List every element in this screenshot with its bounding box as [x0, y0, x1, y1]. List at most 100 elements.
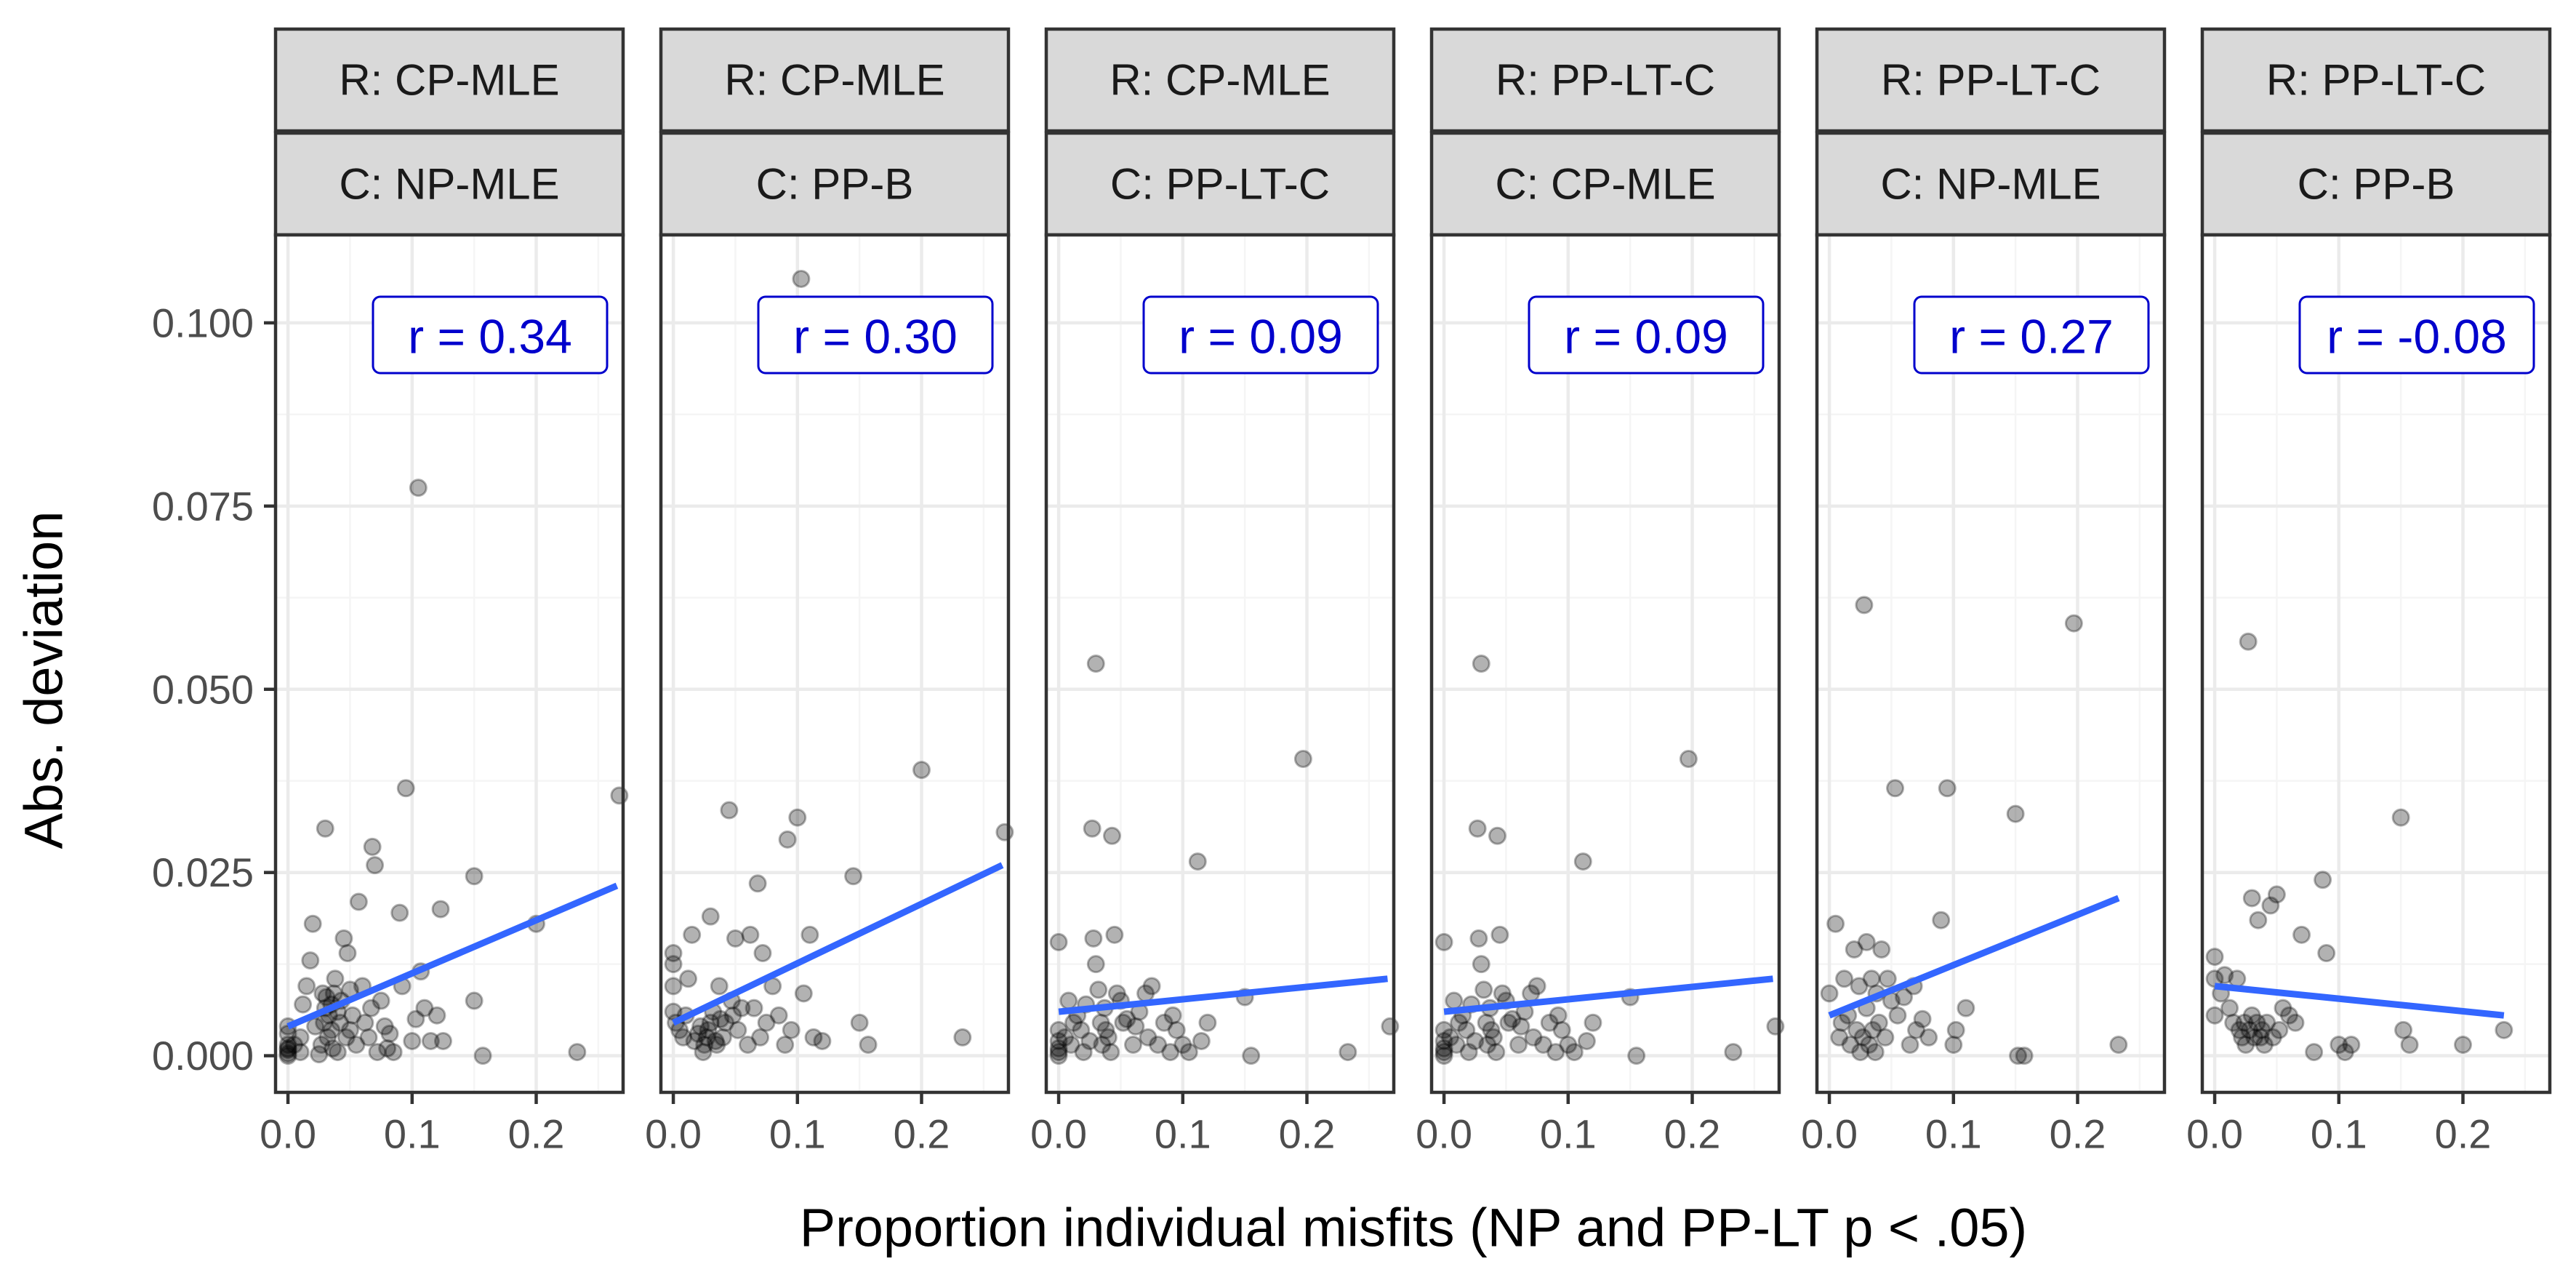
facet-strip-row: R: CP-MLE	[1044, 27, 1396, 133]
data-point	[1459, 1043, 1478, 1062]
data-point	[337, 1028, 356, 1047]
data-point	[2454, 1036, 2472, 1054]
data-point	[1472, 955, 1490, 974]
data-point	[2245, 1028, 2264, 1047]
gridlines	[1046, 235, 1394, 1092]
data-point	[1534, 1036, 1553, 1054]
data-point	[317, 988, 336, 1007]
correlation-label: r = 0.34	[372, 295, 609, 375]
facet-strip-col: C: PP-B	[2200, 131, 2552, 237]
data-point	[1724, 1043, 1743, 1062]
data-point	[340, 1020, 359, 1039]
data-point	[303, 914, 322, 933]
data-point	[278, 1047, 297, 1065]
data-point	[1482, 1020, 1501, 1039]
data-point	[2258, 1013, 2276, 1032]
strip-label: R: CP-MLE	[1110, 56, 1330, 105]
x-tick-label: 0.2	[508, 1111, 565, 1157]
facet-panel: R: PP-LT-C C: NP-MLE r = 0.27 0.0 0.1 0.2	[1801, 27, 2167, 1157]
strip-box	[659, 27, 1011, 133]
data-point	[1876, 1028, 1895, 1047]
data-point	[1126, 1017, 1145, 1036]
data-point	[1488, 826, 1506, 845]
data-point	[1445, 991, 1464, 1010]
data-point	[313, 984, 332, 1003]
data-point	[2205, 948, 2224, 967]
correlation-label-text: r = 0.30	[793, 310, 958, 364]
data-point	[568, 1043, 587, 1062]
data-point	[291, 1028, 310, 1047]
correlation-label: r = -0.08	[2298, 295, 2535, 375]
x-tick-label: 0.1	[1155, 1111, 1211, 1157]
data-point	[331, 1013, 350, 1032]
data-point	[403, 1031, 422, 1050]
data-point	[801, 925, 819, 944]
data-point	[1888, 1006, 1907, 1025]
data-point	[378, 1039, 397, 1058]
panel-border	[1815, 233, 2167, 1095]
data-point	[278, 1041, 297, 1060]
data-point	[1851, 1043, 1870, 1062]
data-point	[2280, 1006, 2298, 1025]
data-point	[1565, 1043, 1584, 1062]
data-point	[1139, 1028, 1157, 1047]
data-point	[1049, 1047, 1068, 1065]
data-point	[316, 819, 334, 838]
data-point	[1499, 1013, 1518, 1032]
data-point	[2215, 966, 2234, 985]
data-point	[1493, 984, 1512, 1003]
data-point	[710, 977, 729, 996]
y-tick-label: 0.100	[152, 300, 254, 345]
panel-border	[2200, 233, 2552, 1095]
data-point	[683, 925, 702, 944]
data-point	[1450, 1013, 1469, 1032]
data-point	[347, 1036, 366, 1054]
data-point	[1049, 1031, 1068, 1050]
data-point	[2394, 1020, 2413, 1039]
data-point	[1503, 1009, 1522, 1028]
data-point	[1528, 977, 1546, 996]
data-point	[1102, 1043, 1120, 1062]
data-point	[2233, 1028, 2252, 1047]
data-point	[2230, 1020, 2249, 1039]
data-point	[850, 1013, 869, 1032]
data-point	[1093, 1036, 1112, 1054]
data-point	[1064, 1013, 1083, 1032]
data-point	[1546, 1043, 1565, 1062]
data-point	[2335, 1043, 2354, 1062]
data-point	[695, 1036, 714, 1054]
data-point	[310, 1045, 329, 1064]
correlation-label-text: r = 0.09	[1564, 310, 1728, 364]
data-point	[2314, 871, 2332, 889]
data-point	[1435, 1039, 1453, 1058]
data-point	[953, 1028, 972, 1047]
data-points	[664, 269, 1014, 1062]
data-point	[465, 867, 483, 886]
x-tick-label: 0.2	[894, 1111, 950, 1157]
data-point	[1863, 1020, 1882, 1039]
data-point	[1107, 984, 1126, 1003]
strip-box	[1815, 131, 2167, 237]
data-point	[375, 1017, 394, 1036]
data-point	[748, 874, 767, 893]
panel-background	[276, 235, 623, 1092]
data-point	[1142, 977, 1161, 996]
strip-box	[273, 131, 625, 237]
data-point	[2274, 999, 2292, 1017]
data-point	[431, 900, 450, 919]
data-point	[1946, 1020, 1965, 1039]
y-tick-label: 0.050	[152, 666, 254, 712]
data-point	[2235, 1013, 2254, 1032]
data-point	[701, 1013, 720, 1032]
panel-background	[661, 235, 1008, 1092]
panel-border	[1429, 233, 1781, 1095]
data-point	[322, 1020, 341, 1039]
data-point	[1124, 1036, 1142, 1054]
data-point	[2236, 1036, 2255, 1054]
data-point	[324, 1039, 342, 1058]
data-point	[2286, 1013, 2305, 1032]
data-point	[1487, 1043, 1506, 1062]
facet-strip-row: R: CP-MLE	[659, 27, 1011, 133]
data-point	[1293, 750, 1312, 768]
data-point	[2247, 1013, 2266, 1032]
